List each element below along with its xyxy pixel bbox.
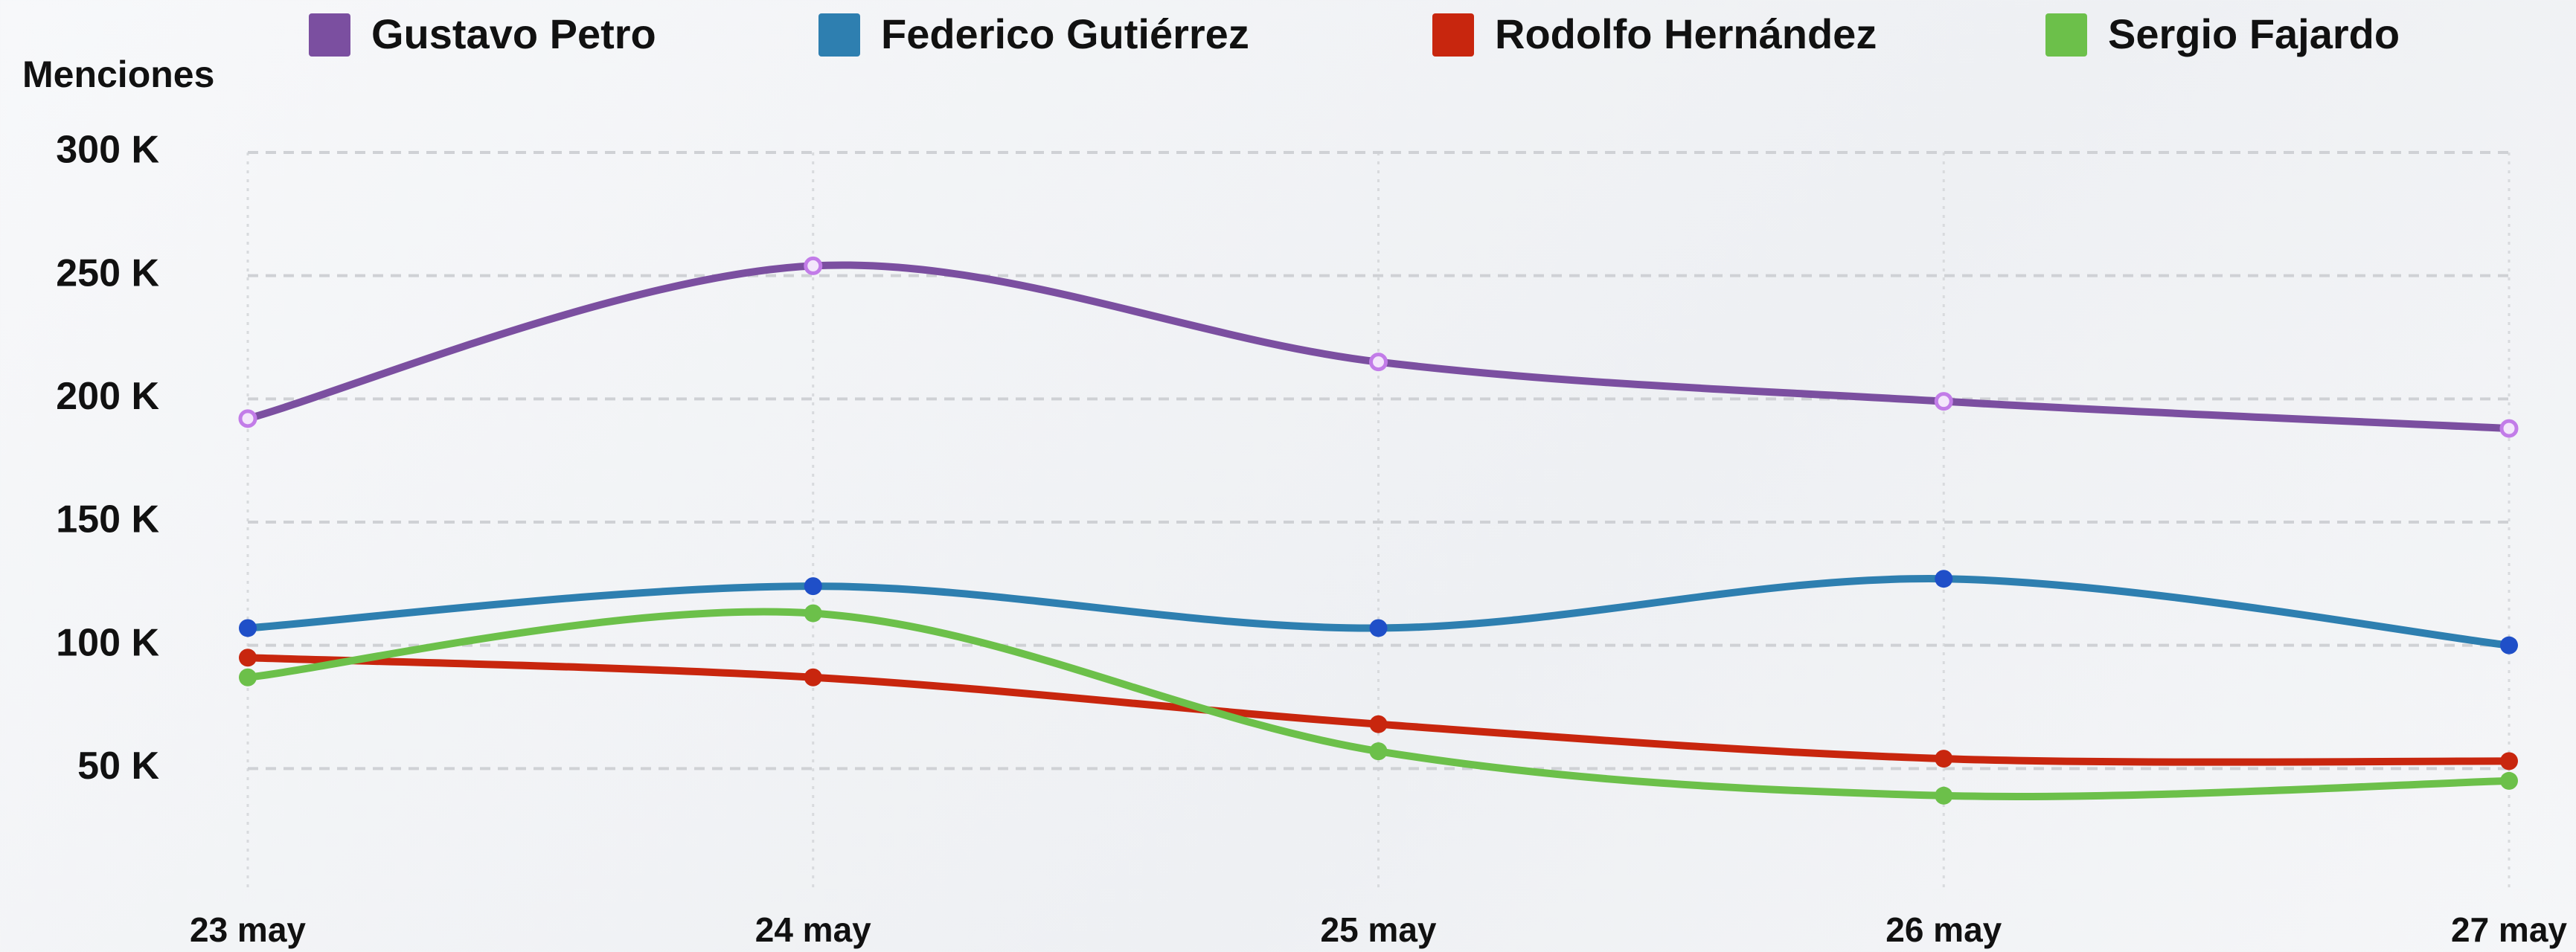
point bbox=[1369, 715, 1388, 733]
legend-label: Rodolfo Hernández bbox=[1495, 10, 1877, 57]
legend-swatch bbox=[818, 13, 860, 57]
point bbox=[239, 668, 257, 686]
point bbox=[804, 256, 823, 275]
y-tick-label: 50 K bbox=[77, 744, 159, 788]
point bbox=[239, 619, 257, 637]
y-axis-label: Menciones bbox=[22, 54, 214, 95]
point bbox=[1935, 570, 1953, 588]
legend-label: Sergio Fajardo bbox=[2108, 10, 2400, 57]
legend-swatch bbox=[2045, 13, 2087, 57]
point bbox=[804, 577, 822, 596]
point bbox=[804, 668, 822, 686]
legend-swatch bbox=[309, 13, 350, 57]
y-tick-label: 250 K bbox=[56, 251, 159, 295]
point bbox=[2500, 771, 2518, 790]
y-tick-label: 200 K bbox=[56, 375, 159, 418]
x-tick-label: 25 may bbox=[1320, 910, 1436, 949]
point bbox=[238, 409, 257, 428]
legend-label: Gustavo Petro bbox=[371, 10, 656, 57]
point bbox=[2500, 752, 2518, 771]
y-tick-label: 300 K bbox=[56, 129, 159, 172]
point bbox=[1935, 786, 1953, 805]
legend-swatch bbox=[1432, 13, 1474, 57]
point bbox=[1369, 742, 1388, 761]
y-tick-label: 150 K bbox=[56, 498, 159, 541]
point bbox=[1369, 353, 1388, 372]
x-tick-label: 24 may bbox=[755, 910, 871, 949]
legend-label: Federico Gutiérrez bbox=[881, 10, 1249, 57]
point bbox=[239, 649, 257, 667]
point bbox=[2499, 419, 2519, 438]
point bbox=[1935, 750, 1953, 768]
x-tick-label: 23 may bbox=[190, 910, 306, 949]
point bbox=[1369, 619, 1388, 637]
point bbox=[2500, 636, 2518, 654]
x-tick-label: 26 may bbox=[1885, 910, 2002, 949]
point bbox=[804, 604, 822, 623]
point bbox=[1934, 392, 1953, 411]
y-tick-label: 100 K bbox=[56, 621, 159, 664]
x-tick-label: 27 may bbox=[2451, 910, 2567, 949]
